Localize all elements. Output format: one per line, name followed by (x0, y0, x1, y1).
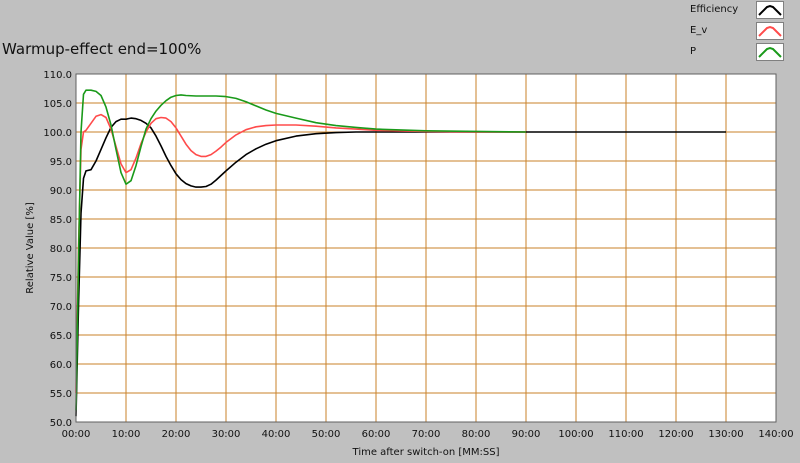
x-axis-label: Time after switch-on [MM:SS] (352, 447, 500, 458)
y-tick-label: 85.0 (50, 215, 72, 226)
x-tick-label: 80:00 (462, 429, 491, 440)
y-tick-label: 70.0 (50, 302, 72, 313)
legend: Efficiency E_v P (678, 0, 789, 62)
x-tick-label: 30:00 (212, 429, 241, 440)
legend-label: P (690, 46, 697, 57)
y-tick-label: 55.0 (50, 389, 72, 400)
y-tick-label: 100.0 (43, 128, 72, 139)
x-tick-label: 100:00 (558, 429, 593, 440)
x-tick-label: 140:00 (758, 429, 793, 440)
legend-swatch (756, 1, 784, 19)
series-line-efficiency (75, 117, 726, 417)
legend-line-icon (758, 46, 782, 58)
y-tick-label: 60.0 (50, 360, 72, 371)
legend-item-efficiency[interactable]: Efficiency (678, 0, 789, 20)
y-tick-label: 50.0 (50, 418, 72, 429)
y-axis-label: Relative Value [%] (25, 202, 36, 294)
x-tick-label: 70:00 (412, 429, 441, 440)
x-tick-label: 90:00 (512, 429, 541, 440)
legend-item-ev[interactable]: E_v (678, 21, 789, 41)
x-tick-label: 110:00 (608, 429, 643, 440)
legend-label: Efficiency (690, 4, 739, 15)
tick-labels: 00:00 10:00 20:00 30:00 40:00 50:00 60:00 70:00… (43, 70, 793, 440)
legend-line-icon (758, 4, 782, 16)
y-tick-label: 75.0 (50, 273, 72, 284)
legend-line-icon (758, 25, 782, 37)
x-tick-label: 120:00 (658, 429, 693, 440)
x-tick-label: 50:00 (312, 429, 341, 440)
series-group (75, 89, 726, 417)
legend-item-p[interactable]: P (678, 42, 789, 62)
x-tick-label: 130:00 (708, 429, 743, 440)
legend-swatch (756, 22, 784, 40)
x-tick-label: 00:00 (62, 429, 91, 440)
y-tick-label: 65.0 (50, 331, 72, 342)
y-tick-label: 95.0 (50, 157, 72, 168)
y-tick-label: 90.0 (50, 186, 72, 197)
chart-title: Warmup-effect end=100% (2, 40, 202, 58)
y-tick-label: 110.0 (43, 70, 72, 81)
x-tick-label: 60:00 (362, 429, 391, 440)
series-line-p (75, 89, 527, 411)
x-tick-label: 10:00 (112, 429, 141, 440)
y-tick-label: 80.0 (50, 244, 72, 255)
y-tick-label: 105.0 (43, 99, 72, 110)
x-tick-label: 40:00 (262, 429, 291, 440)
legend-label: E_v (690, 25, 708, 36)
x-tick-label: 20:00 (162, 429, 191, 440)
series-line-e-v (75, 113, 526, 394)
legend-swatch (756, 43, 784, 61)
plot-border (75, 73, 777, 423)
